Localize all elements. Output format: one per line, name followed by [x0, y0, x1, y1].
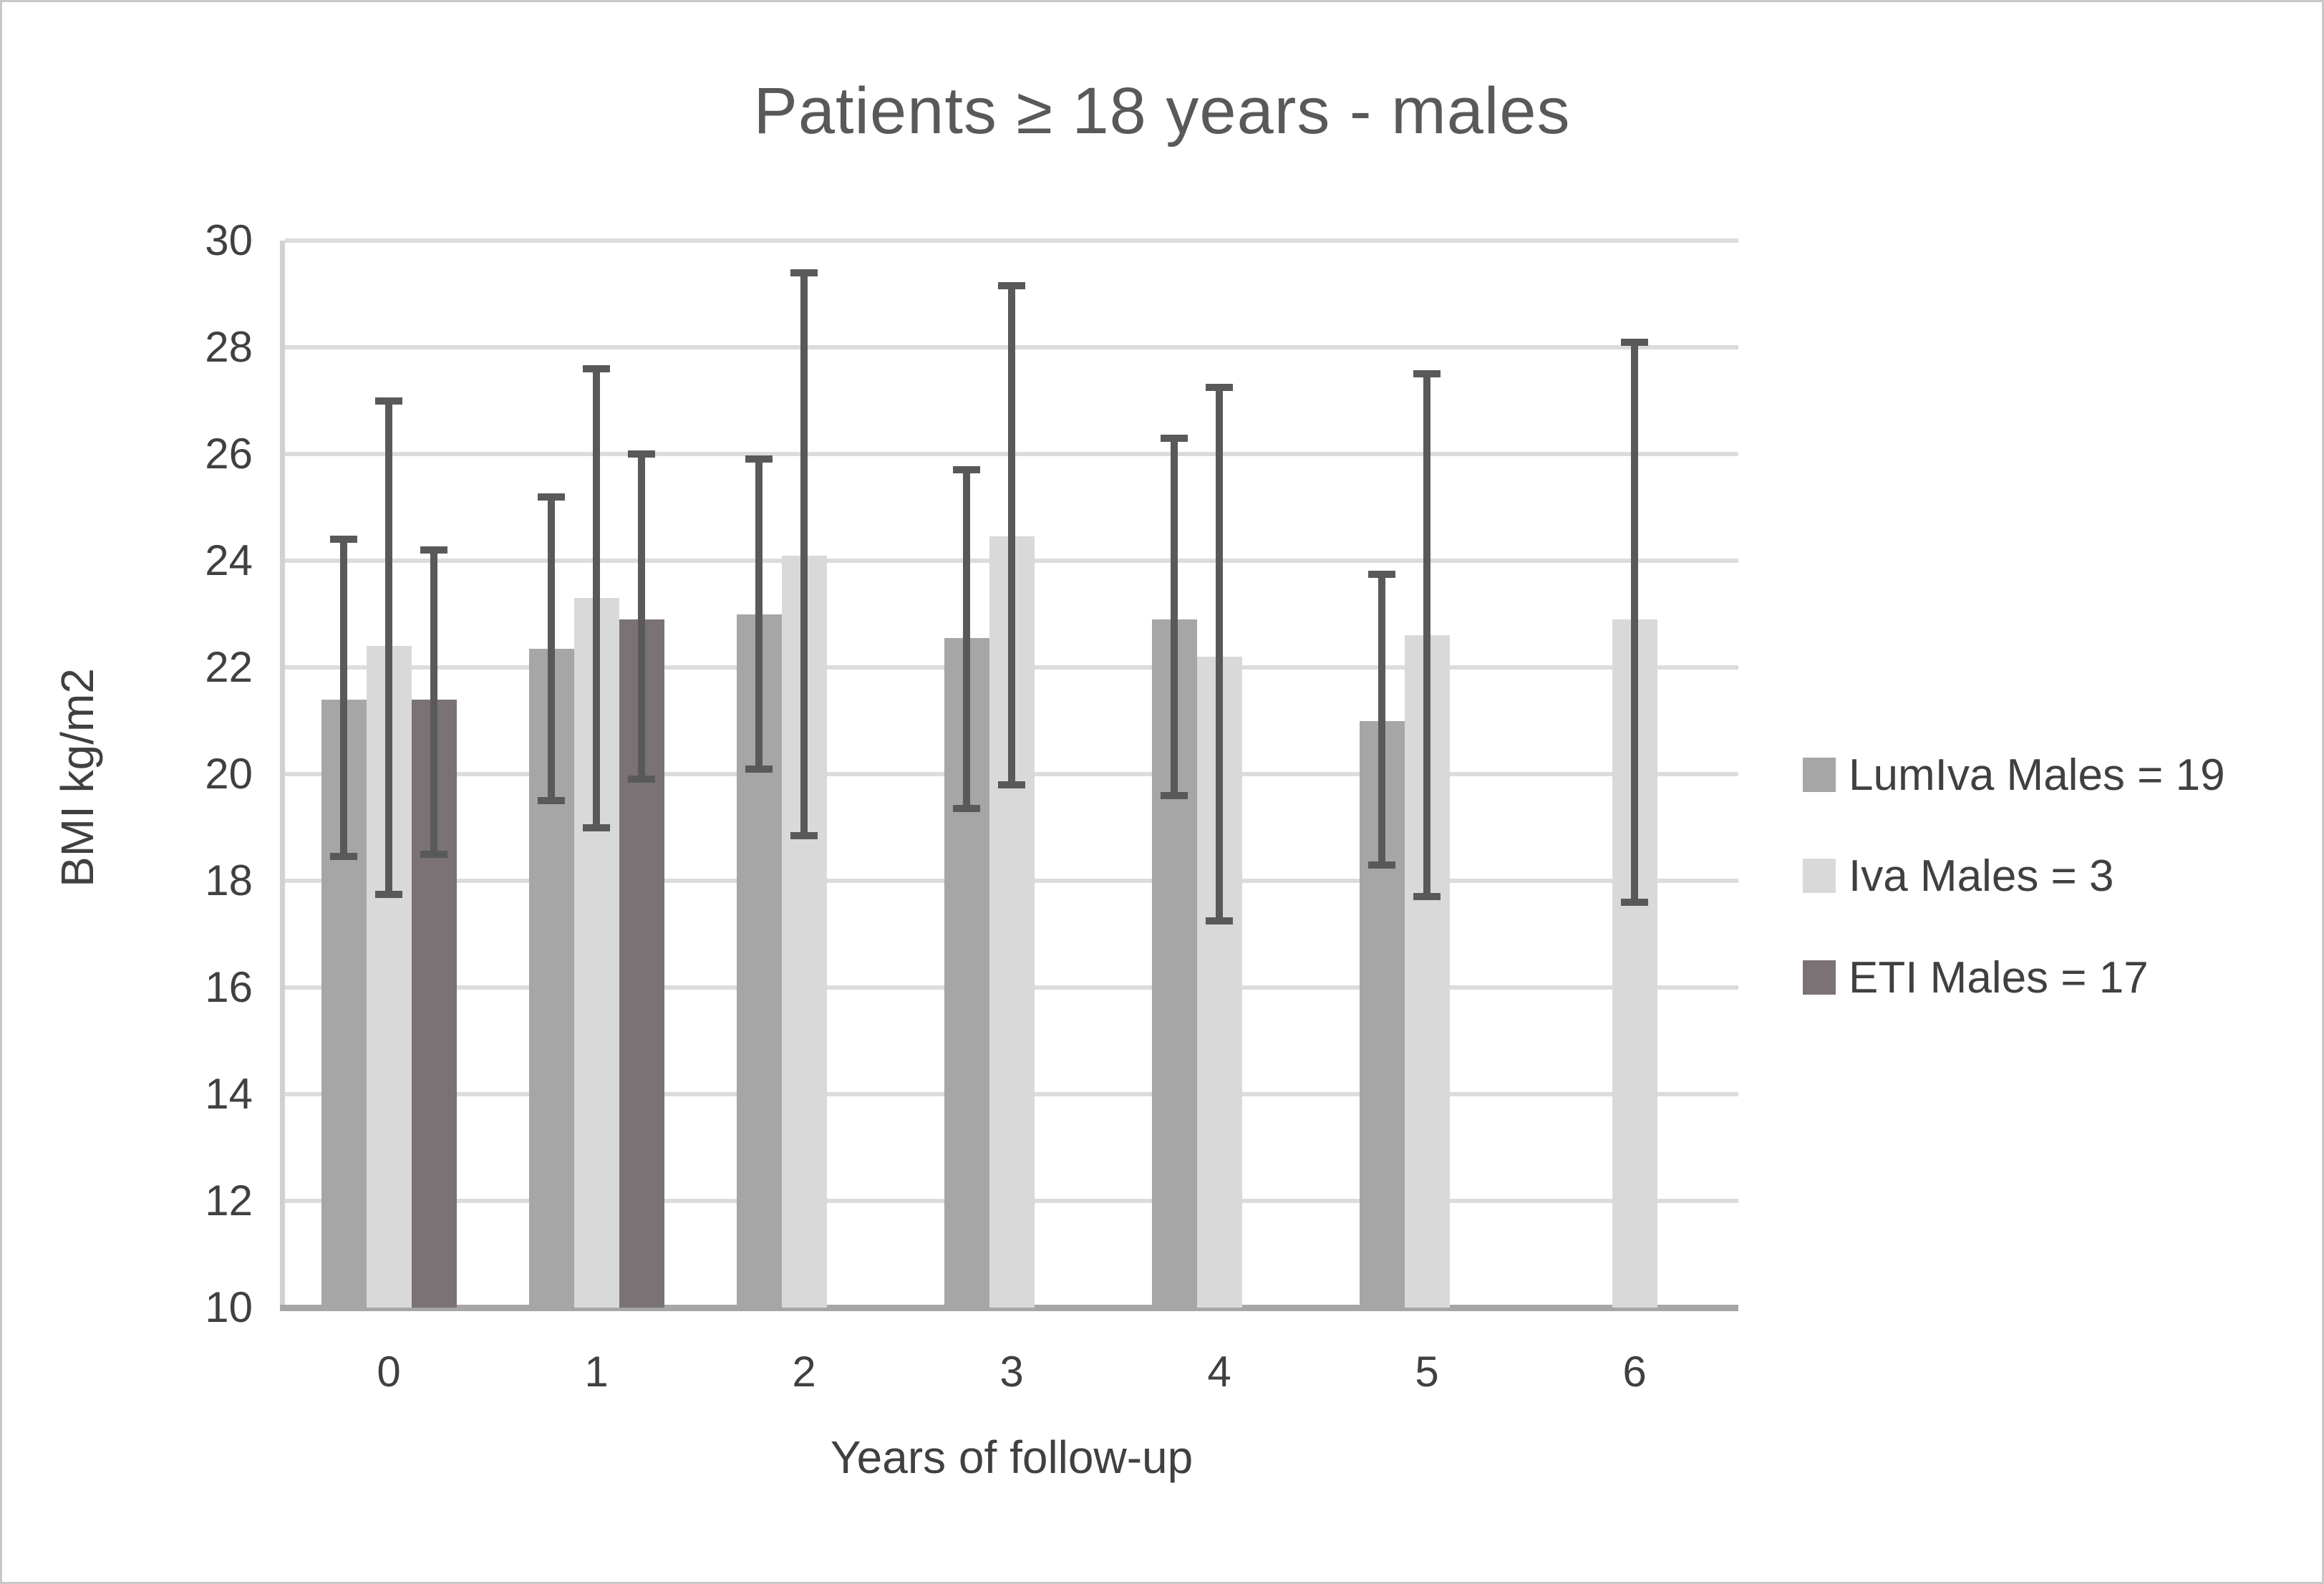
y-tick-label: 14 [205, 1070, 253, 1118]
error-bar-line [1423, 374, 1430, 897]
error-bar-cap-bottom [1161, 791, 1188, 799]
error-bar-cap-bottom [998, 781, 1025, 788]
error-bar-cap-bottom [628, 776, 655, 783]
y-tick-label: 12 [205, 1177, 253, 1225]
error-bar-cap-top [330, 536, 357, 544]
x-tick-label: 5 [1415, 1348, 1439, 1396]
error-bar-line [963, 470, 970, 809]
error-bar-line [1216, 387, 1223, 921]
error-bar-cap-bottom [538, 797, 565, 805]
y-tick-label: 18 [205, 856, 253, 904]
error-bar-cap-top [1161, 434, 1188, 442]
x-axis-line [280, 1305, 1738, 1311]
error-bar-line [430, 550, 437, 854]
chart-title: Patients ≥ 18 years - males [753, 74, 1571, 148]
error-bar-cap-bottom [375, 890, 402, 898]
error-bar-line [1631, 342, 1638, 902]
error-bar-cap-top [953, 466, 980, 474]
x-tick-label: 1 [584, 1348, 609, 1396]
legend-item: Iva Males = 3 [1803, 851, 2114, 901]
legend-item: ETI Males = 17 [1803, 953, 2149, 1003]
x-axis-title: Years of follow-up [830, 1431, 1194, 1483]
error-bar-line [385, 400, 392, 894]
error-bar-line [638, 454, 645, 780]
error-bar-cap-top [1413, 370, 1441, 378]
y-tick-label: 22 [205, 643, 253, 691]
error-bar-line [1008, 286, 1015, 785]
legend-label: ETI Males = 17 [1849, 952, 2149, 1003]
x-tick-label: 0 [377, 1348, 401, 1396]
error-bar-line [1378, 574, 1385, 865]
error-bar-cap-bottom [1413, 893, 1441, 901]
legend-swatch [1803, 859, 1836, 893]
legend-label: Iva Males = 3 [1849, 851, 2114, 901]
legend-swatch [1803, 758, 1836, 792]
error-bar-cap-bottom [330, 853, 357, 861]
error-bar-line [593, 368, 600, 828]
error-bar-cap-bottom [790, 831, 818, 839]
x-tick-label: 3 [999, 1348, 1024, 1396]
error-bar-cap-top [420, 546, 447, 554]
gridline [285, 238, 1738, 243]
y-tick-label: 16 [205, 963, 253, 1011]
y-axis-line [280, 241, 285, 1308]
error-bar-line [340, 539, 347, 857]
error-bar-cap-bottom [583, 824, 610, 831]
x-tick-label: 4 [1207, 1348, 1231, 1396]
error-bar-cap-top [583, 364, 610, 372]
error-bar-cap-top [1621, 338, 1648, 346]
error-bar-cap-bottom [745, 765, 773, 773]
legend-label: LumIva Males = 19 [1849, 750, 2225, 800]
error-bar-line [755, 459, 762, 769]
error-bar-cap-top [745, 455, 773, 463]
y-tick-label: 30 [205, 216, 253, 264]
x-tick-label: 2 [792, 1348, 816, 1396]
y-tick-label: 10 [205, 1283, 253, 1331]
error-bar-cap-bottom [1621, 898, 1648, 906]
error-bar-line [548, 496, 555, 801]
error-bar-cap-top [375, 397, 402, 405]
error-bar-cap-top [1368, 570, 1395, 578]
y-tick-label: 20 [205, 750, 253, 798]
error-bar-line [800, 272, 808, 836]
error-bar-cap-top [998, 282, 1025, 290]
error-bar-cap-top [790, 269, 818, 276]
y-tick-label: 24 [205, 536, 253, 584]
error-bar-cap-bottom [953, 805, 980, 813]
error-bar-cap-top [538, 493, 565, 501]
error-bar-line [1171, 438, 1178, 796]
legend-swatch [1803, 960, 1836, 995]
x-tick-label: 6 [1622, 1348, 1647, 1396]
error-bar-cap-bottom [1206, 917, 1233, 924]
error-bar-cap-top [628, 450, 655, 458]
error-bar-cap-bottom [420, 850, 447, 858]
error-bar-cap-top [1206, 383, 1233, 391]
y-tick-label: 28 [205, 323, 253, 371]
legend-item: LumIva Males = 19 [1803, 750, 2225, 800]
error-bar-cap-bottom [1368, 861, 1395, 869]
y-tick-label: 26 [205, 430, 253, 478]
